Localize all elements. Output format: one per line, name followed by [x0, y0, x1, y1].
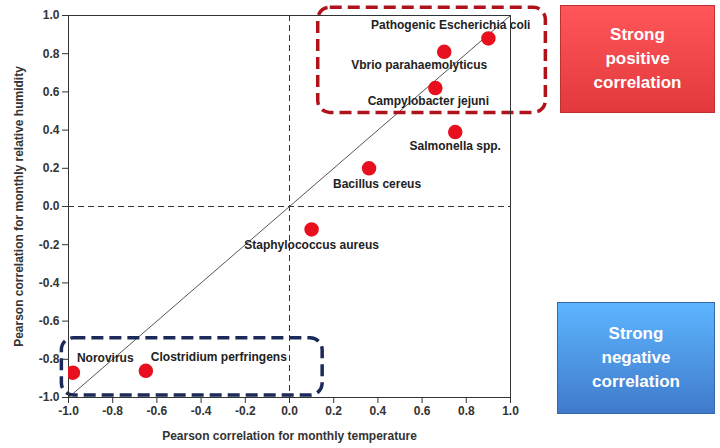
svg-text:0.4: 0.4: [43, 123, 60, 137]
svg-text:0.2: 0.2: [325, 404, 342, 418]
svg-text:0.4: 0.4: [370, 404, 387, 418]
svg-text:0.8: 0.8: [43, 47, 60, 61]
svg-text:0.6: 0.6: [414, 404, 431, 418]
svg-text:0.0: 0.0: [281, 404, 298, 418]
svg-text:0.8: 0.8: [458, 404, 475, 418]
svg-text:-0.6: -0.6: [39, 314, 60, 328]
html-text:Strong negative correlation: Strong negative correlation: [592, 324, 680, 391]
svg-text:-0.6: -0.6: [147, 404, 168, 418]
svg-text:1.0: 1.0: [43, 8, 60, 22]
svg-text:Vbrio parahaemolyticus: Vbrio parahaemolyticus: [351, 58, 487, 72]
svg-text:-1.0: -1.0: [58, 404, 79, 418]
svg-text:Clostridium perfringens: Clostridium perfringens: [151, 350, 287, 364]
svg-text:-0.8: -0.8: [102, 404, 123, 418]
svg-text:Norovirus: Norovirus: [77, 351, 134, 365]
svg-text:-0.2: -0.2: [39, 238, 60, 252]
svg-text:-0.8: -0.8: [39, 352, 60, 366]
html-text:Strong positive correlation: Strong positive correlation: [593, 25, 682, 92]
svg-text:-0.4: -0.4: [191, 404, 212, 418]
svg-text:0.0: 0.0: [43, 199, 60, 213]
svg-text:Staphylococcus aureus: Staphylococcus aureus: [244, 238, 379, 252]
svg-text:Pearson correlation for monthl: Pearson correlation for monthly relative…: [12, 66, 26, 347]
svg-text:-0.2: -0.2: [235, 404, 256, 418]
svg-text:Pathogenic Escherichia coli: Pathogenic Escherichia coli: [371, 18, 530, 32]
svg-text:0.2: 0.2: [43, 161, 60, 175]
svg-text:0.6: 0.6: [43, 85, 60, 99]
svg-text:1.0: 1.0: [502, 404, 519, 418]
svg-text:Campylobacter jejuni: Campylobacter jejuni: [368, 94, 489, 108]
svg-text:-0.4: -0.4: [39, 276, 60, 290]
svg-text:Salmonella spp.: Salmonella spp.: [410, 139, 501, 153]
svg-text:Pearson correlation for monthl: Pearson correlation for monthly temperat…: [162, 429, 417, 443]
svg-text:-1.0: -1.0: [39, 390, 60, 404]
svg-text:Bacillus cereus: Bacillus cereus: [333, 177, 421, 191]
